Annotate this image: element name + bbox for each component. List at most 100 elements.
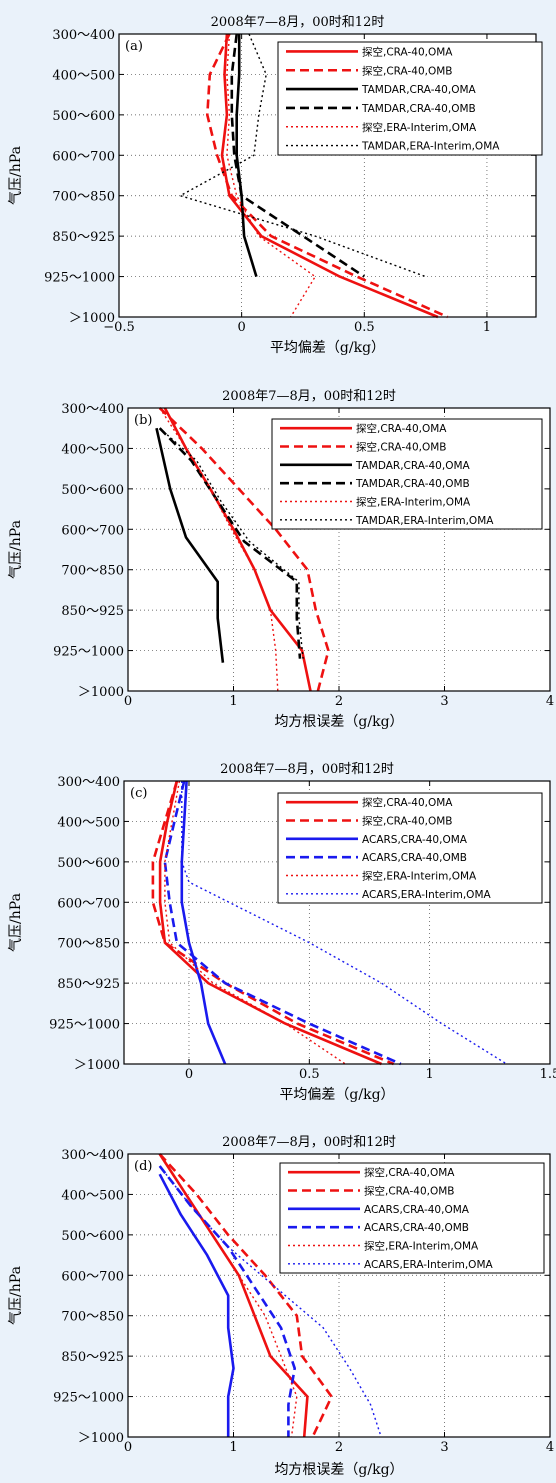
chart-panel-d: 0 1 2 3 4 300～400 400～500 500～600 600～700 700～850…	[8, 1135, 554, 1478]
chart-title: 2008年7—8月，00时和12时	[222, 1135, 396, 1150]
legend-entry: 探空,CRA-40,OMA	[362, 796, 453, 809]
x-tick-label: 4	[546, 1440, 554, 1455]
y-axis-label: 气压/hPa	[8, 520, 24, 579]
legend-entry: ACARS,CRA-40,OMA	[364, 1204, 470, 1216]
y-tick-label: 400～500	[61, 442, 124, 457]
legend-entry: 探空,ERA-Interim,OMA	[356, 496, 471, 509]
x-tick-label: 0	[238, 320, 246, 335]
x-tick-label: 3	[440, 694, 448, 709]
chart-panel-b: 0 1 2 3 4 300～400 400～500 500～600 600～700 700～850…	[8, 389, 554, 730]
x-tick-label: 0	[124, 1440, 132, 1455]
legend-entry: ACARS,CRA-40,OMB	[362, 852, 467, 864]
x-tick-label: 0	[185, 1067, 193, 1082]
y-tick-label: ＞1000	[69, 311, 115, 326]
y-tick-label: 700～850	[52, 190, 115, 205]
legend: 探空,CRA-40,OMA 探空,CRA-40,OMB TAMDAR,CRA-40,…	[277, 41, 543, 156]
legend-box	[277, 792, 543, 904]
panel-tag: (d)	[134, 1159, 152, 1174]
y-tick-label: 925～1000	[53, 1391, 124, 1406]
series-line-5	[159, 1165, 382, 1438]
series-line-1	[151, 780, 395, 1066]
y-tick-label: 925～1000	[49, 1018, 120, 1033]
legend-box	[271, 418, 543, 530]
y-tick-label: 300～400	[57, 775, 120, 790]
series-line-3	[158, 427, 302, 659]
x-axis-label: 平均偏差（g/kg）	[279, 1087, 394, 1103]
y-tick-label: 700～850	[57, 937, 120, 952]
legend: 探空,CRA-40,OMA 探空,CRA-40,OMB ACARS,CRA-40,O…	[279, 1162, 545, 1274]
legend-entry: 探空,CRA-40,OMB	[364, 1185, 455, 1198]
y-tick-label: 925～1000	[44, 271, 115, 286]
y-tick-label: 850～925	[61, 604, 124, 619]
y-axis-label: 气压/hPa	[8, 1266, 24, 1325]
y-tick-label: 500～600	[61, 1229, 124, 1244]
series-line-2	[155, 427, 225, 663]
chart-title: 2008年7—8月，00时和12时	[222, 389, 396, 404]
x-tick-label: 1	[426, 1067, 434, 1082]
x-tick-label: 0.5	[354, 320, 375, 335]
legend-box	[277, 41, 543, 156]
y-tick-label: 300～400	[61, 402, 124, 417]
legend-entry: TAMDAR,CRA-40,OMA	[361, 84, 477, 96]
y-tick-label: 925～1000	[53, 645, 124, 660]
y-tick-label: 400～500	[61, 1188, 124, 1203]
y-tick-label: ＞1000	[78, 1431, 124, 1446]
series-line-5	[179, 33, 426, 278]
legend-entry: 探空,CRA-40,OMB	[362, 64, 453, 77]
x-tick-label: 0	[124, 694, 132, 709]
legend-entry: 探空,CRA-40,OMB	[356, 441, 447, 454]
x-tick-label: 4	[546, 694, 554, 709]
x-tick-label: 2	[335, 1440, 343, 1455]
panel-tag: (a)	[125, 39, 143, 54]
legend-entry: 探空,ERA-Interim,OMA	[364, 1240, 479, 1253]
legend-entry: TAMDAR,ERA-Interim,OMA	[361, 141, 500, 153]
legend-entry: ACARS,CRA-40,OMB	[364, 1222, 469, 1234]
x-axis-label: 均方根误差（g/kg）	[274, 1462, 403, 1478]
legend-entry: 探空,ERA-Interim,OMA	[362, 870, 477, 883]
y-tick-label: 600～700	[57, 896, 120, 911]
legend-entry: 探空,CRA-40,OMA	[364, 1166, 455, 1179]
y-tick-label: 400～500	[52, 68, 115, 83]
y-tick-label: 500～600	[57, 856, 120, 871]
legend: 探空,CRA-40,OMA 探空,CRA-40,OMB TAMDAR,CRA-40,…	[271, 418, 543, 530]
y-tick-label: 400～500	[57, 815, 120, 830]
chart-title: 2008年7—8月，00时和12时	[211, 15, 385, 30]
x-tick-label: 3	[440, 1440, 448, 1455]
x-tick-label: 1	[229, 694, 237, 709]
panel-tag: (b)	[134, 413, 152, 428]
legend-entry: 探空,CRA-40,OMA	[356, 422, 447, 435]
y-tick-label: 700～850	[61, 564, 124, 579]
panel-tag: (c)	[130, 786, 147, 801]
chart-title: 2008年7—8月，00时和12时	[220, 762, 394, 777]
y-tick-label: 600～700	[61, 523, 124, 538]
y-tick-label: 600～700	[61, 1269, 124, 1284]
x-tick-label: 1	[483, 320, 491, 335]
legend-entry: TAMDAR,CRA-40,OMA	[355, 460, 471, 472]
x-axis-label: 均方根误差（g/kg）	[274, 714, 403, 730]
series-line-1	[206, 33, 449, 319]
x-axis-label: 平均偏差（g/kg）	[270, 340, 385, 356]
legend-entry: ACARS,ERA-Interim,OMA	[364, 1259, 494, 1271]
y-tick-label: ＞1000	[78, 685, 124, 700]
y-tick-label: 600～700	[52, 149, 115, 164]
chart-panel-a: −0.5 0 0.5 1 300～400 400～500 500～600 600～700 700…	[8, 15, 543, 356]
plot-frame	[123, 780, 551, 1065]
legend-entry: 探空,CRA-40,OMA	[362, 45, 453, 58]
y-tick-label: 500～600	[61, 483, 124, 498]
x-tick-label: 1	[229, 1440, 237, 1455]
series-line-2	[158, 1173, 235, 1437]
y-tick-label: 500～600	[52, 109, 115, 124]
series-line-5	[159, 427, 304, 659]
y-tick-label: ＞1000	[74, 1058, 120, 1073]
legend-entry: ACARS,CRA-40,OMA	[362, 834, 468, 846]
y-tick-label: 850～925	[61, 1350, 124, 1365]
series-line-5	[181, 781, 508, 1065]
series-line-4	[159, 1153, 298, 1438]
legend-entry: TAMDAR,ERA-Interim,OMA	[355, 515, 494, 527]
chart-panel-c: 0 0.5 1 1.5 300～400 400～500 500～600 600～700 700～…	[8, 762, 556, 1103]
legend: 探空,CRA-40,OMA 探空,CRA-40,OMB ACARS,CRA-40,O…	[277, 792, 543, 904]
series-line-2	[235, 34, 258, 277]
x-tick-label: 2	[335, 694, 343, 709]
legend-entry: 探空,ERA-Interim,OMA	[362, 121, 477, 134]
